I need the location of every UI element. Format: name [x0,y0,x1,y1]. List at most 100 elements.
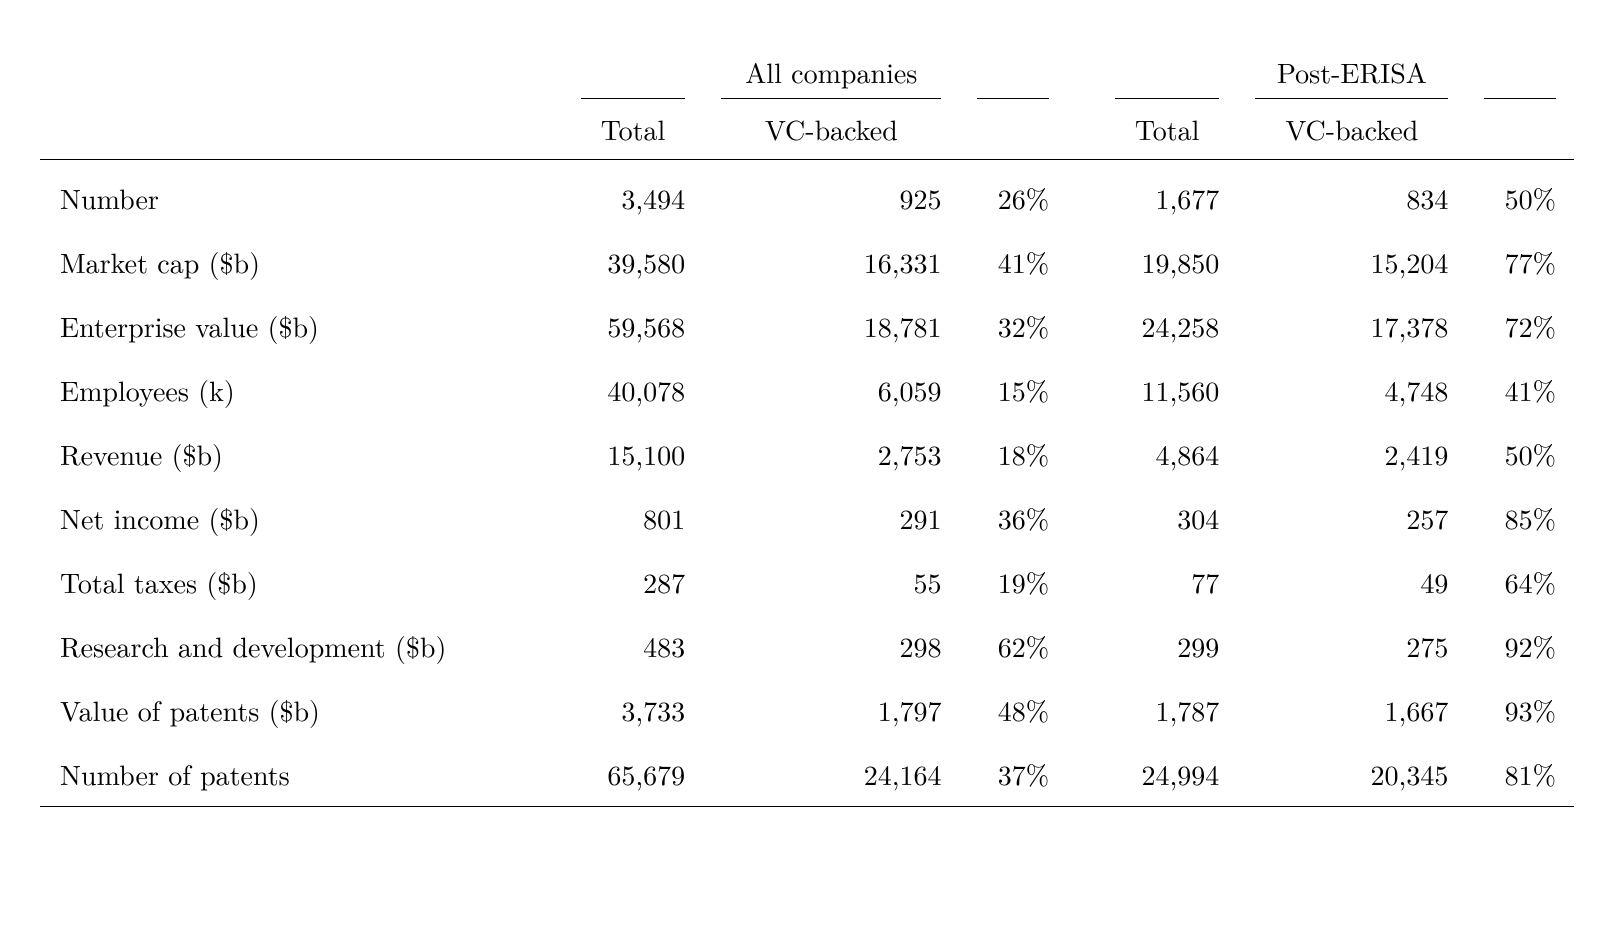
group-spacer [1067,40,1097,98]
all-vc: 24,164 [703,742,959,807]
blank-header [40,40,563,98]
post-vc: 20,345 [1237,742,1466,807]
row-spacer [1067,230,1097,294]
table-row: Research and development ($b)48329862% 29… [40,614,1574,678]
post-pct: 50% [1466,422,1574,486]
table-row: Enterprise value ($b)59,56818,78132% 24,2… [40,294,1574,358]
all-pct: 41% [959,230,1067,294]
all-pct: 26% [959,160,1067,231]
all-pct: 37% [959,742,1067,807]
table-row: Number of patents65,67924,16437%24,99420… [40,742,1574,807]
post-total: 4,864 [1097,422,1237,486]
subheader-all-pct [959,99,1067,160]
all-total: 483 [563,614,703,678]
row-spacer [1067,358,1097,422]
post-pct: 81% [1466,742,1574,807]
post-total: 1,677 [1097,160,1237,231]
post-pct: 77% [1466,230,1574,294]
group-header-all-pct [959,40,1067,98]
post-vc: 4,748 [1237,358,1466,422]
all-pct: 32% [959,294,1067,358]
all-vc: 55 [703,550,959,614]
group-header-post-label: Post-ERISA [1277,52,1427,92]
all-total: 3,494 [563,160,703,231]
row-label: Research and development ($b) [40,614,563,678]
row-spacer [1067,678,1097,742]
all-vc: 16,331 [703,230,959,294]
row-label: Enterprise value ($b) [40,294,563,358]
group-header-post-pct [1466,40,1574,98]
post-vc: 1,667 [1237,678,1466,742]
post-vc: 15,204 [1237,230,1466,294]
row-spacer [1067,160,1097,231]
post-vc: 257 [1237,486,1466,550]
post-total: 1,787 [1097,678,1237,742]
post-pct: 64% [1466,550,1574,614]
row-label: Number [40,160,563,231]
table-row: Employees (k)40,0786,05915% 11,5604,74841… [40,358,1574,422]
all-total: 40,078 [563,358,703,422]
subheader-post-pct [1466,99,1574,160]
post-pct: 92% [1466,614,1574,678]
group-header-all-vc: All companies [703,40,959,98]
table-row: Value of patents ($b)3,7331,79748%1,7871… [40,678,1574,742]
table-row: Revenue ($b)15,1002,75318%4,8642,41950% [40,422,1574,486]
group-header-all-total [563,40,703,98]
all-vc: 18,781 [703,294,959,358]
all-total: 59,568 [563,294,703,358]
all-vc: 298 [703,614,959,678]
all-pct: 48% [959,678,1067,742]
post-pct: 72% [1466,294,1574,358]
row-spacer [1067,550,1097,614]
post-total: 77 [1097,550,1237,614]
row-label: Value of patents ($b) [40,678,563,742]
sub-header-row: Total VC-backed Total VC-backed [40,99,1574,160]
group-header-post-vc: Post-ERISA [1237,40,1466,98]
group-header-all-label: All companies [745,52,917,92]
table-row: Net income ($b)80129136%30425785% [40,486,1574,550]
row-label: Market cap ($b) [40,230,563,294]
post-vc: 17,378 [1237,294,1466,358]
all-pct: 62% [959,614,1067,678]
all-total: 15,100 [563,422,703,486]
post-pct: 50% [1466,160,1574,231]
post-vc: 834 [1237,160,1466,231]
all-total: 801 [563,486,703,550]
row-spacer [1067,486,1097,550]
all-total: 39,580 [563,230,703,294]
subheader-post-vc: VC-backed [1237,99,1466,160]
all-pct: 36% [959,486,1067,550]
group-header-row: All companies Post-ERISA [40,40,1574,98]
post-vc: 49 [1237,550,1466,614]
all-vc: 2,753 [703,422,959,486]
all-vc: 925 [703,160,959,231]
post-pct: 85% [1466,486,1574,550]
row-spacer [1067,742,1097,807]
post-total: 304 [1097,486,1237,550]
subheader-spacer [1067,99,1097,160]
subheader-post-total: Total [1097,99,1237,160]
all-pct: 19% [959,550,1067,614]
data-table: All companies Post-ERISA Total VC-backed… [40,40,1574,807]
post-vc: 275 [1237,614,1466,678]
all-total: 65,679 [563,742,703,807]
row-spacer [1067,422,1097,486]
post-total: 24,258 [1097,294,1237,358]
post-total: 19,850 [1097,230,1237,294]
post-pct: 93% [1466,678,1574,742]
all-vc: 1,797 [703,678,959,742]
all-vc: 291 [703,486,959,550]
post-total: 299 [1097,614,1237,678]
all-vc: 6,059 [703,358,959,422]
all-pct: 15% [959,358,1067,422]
subheader-all-total: Total [563,99,703,160]
group-header-post-total [1097,40,1237,98]
post-pct: 41% [1466,358,1574,422]
post-total: 11,560 [1097,358,1237,422]
post-vc: 2,419 [1237,422,1466,486]
row-label: Employees (k) [40,358,563,422]
row-label: Revenue ($b) [40,422,563,486]
post-total: 24,994 [1097,742,1237,807]
table-row: Number3,49492526% 1,67783450% [40,160,1574,231]
subheader-all-vc: VC-backed [703,99,959,160]
